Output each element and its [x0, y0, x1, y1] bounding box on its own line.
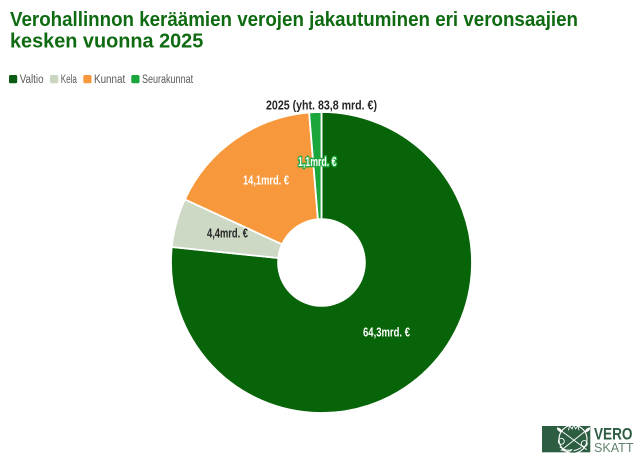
svg-text:Kunnat: Kunnat: [94, 74, 126, 86]
svg-text:kesken vuonna 2025: kesken vuonna 2025: [10, 31, 203, 53]
svg-text:Verohallinnon keräämien veroje: Verohallinnon keräämien verojen jakautum…: [10, 9, 578, 31]
svg-text:Seurakunnat: Seurakunnat: [142, 74, 194, 86]
svg-text:Valtio: Valtio: [20, 74, 44, 86]
svg-text:1,1mrd. €: 1,1mrd. €: [298, 155, 337, 169]
svg-text:14,1mrd. €: 14,1mrd. €: [243, 174, 289, 188]
svg-text:SKATT: SKATT: [594, 441, 634, 455]
svg-text:VERO: VERO: [594, 425, 633, 444]
svg-text:4,4mrd. €: 4,4mrd. €: [207, 227, 248, 241]
svg-text:64,3mrd. €: 64,3mrd. €: [363, 326, 410, 340]
svg-text:Kela: Kela: [61, 74, 78, 86]
svg-text:2025 (yht. 83,8 mrd. €): 2025 (yht. 83,8 mrd. €): [266, 99, 377, 113]
